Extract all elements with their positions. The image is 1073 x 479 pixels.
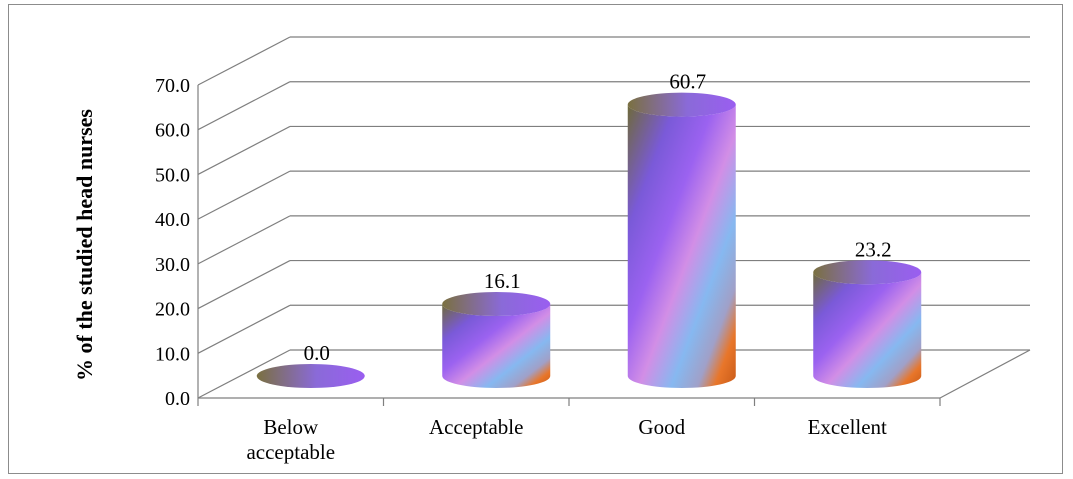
x-tick-label: Acceptable xyxy=(429,415,523,439)
labels: 0.0 10.0 20.0 30.0 40.0 50.0 60.0 70.0 0.0 16.1 60… xyxy=(72,70,892,464)
chart-frame xyxy=(8,4,1063,474)
y-axis-title: % of the studied head nurses xyxy=(72,109,97,381)
gridline-side xyxy=(197,260,291,310)
y-tick-label: 20.0 xyxy=(155,299,190,321)
bar-top xyxy=(627,92,736,117)
data-label: 16.1 xyxy=(484,269,521,293)
floor-edge-right xyxy=(939,349,1031,399)
gridline-side xyxy=(197,170,291,220)
y-tick-label: 0.0 xyxy=(165,388,190,410)
x-tick-label: Good xyxy=(638,415,685,439)
gridline-side xyxy=(197,36,291,86)
bar-body xyxy=(442,304,551,389)
x-tick-label: acceptable xyxy=(246,440,335,464)
bar-2 xyxy=(627,92,736,389)
data-label: 0.0 xyxy=(304,341,330,365)
axes xyxy=(197,85,1031,406)
gridline-side xyxy=(197,125,291,175)
x-tick-label: Below xyxy=(263,415,319,439)
y-tick-label: 30.0 xyxy=(155,254,190,276)
bar-body xyxy=(813,272,922,388)
x-tick-label: Excellent xyxy=(808,415,887,439)
bar-1 xyxy=(442,292,551,389)
gridline-side xyxy=(197,215,291,265)
bar-3 xyxy=(813,260,922,388)
y-tick-label: 10.0 xyxy=(155,343,190,365)
bar-body xyxy=(627,104,736,389)
gridline-side xyxy=(197,304,291,354)
y-tick-label: 40.0 xyxy=(155,209,190,231)
y-tick-label: 70.0 xyxy=(155,75,190,97)
bar-0 xyxy=(256,364,365,388)
gridline-side xyxy=(197,349,291,399)
bar-top xyxy=(813,260,922,285)
y-tick-label: 60.0 xyxy=(155,120,190,142)
data-label: 60.7 xyxy=(669,70,706,94)
bar-top xyxy=(256,364,365,388)
y-tick-label: 50.0 xyxy=(155,164,190,186)
gridline-side xyxy=(197,81,291,131)
bar-top xyxy=(442,292,551,317)
bars xyxy=(256,92,922,389)
data-label: 23.2 xyxy=(855,237,892,261)
